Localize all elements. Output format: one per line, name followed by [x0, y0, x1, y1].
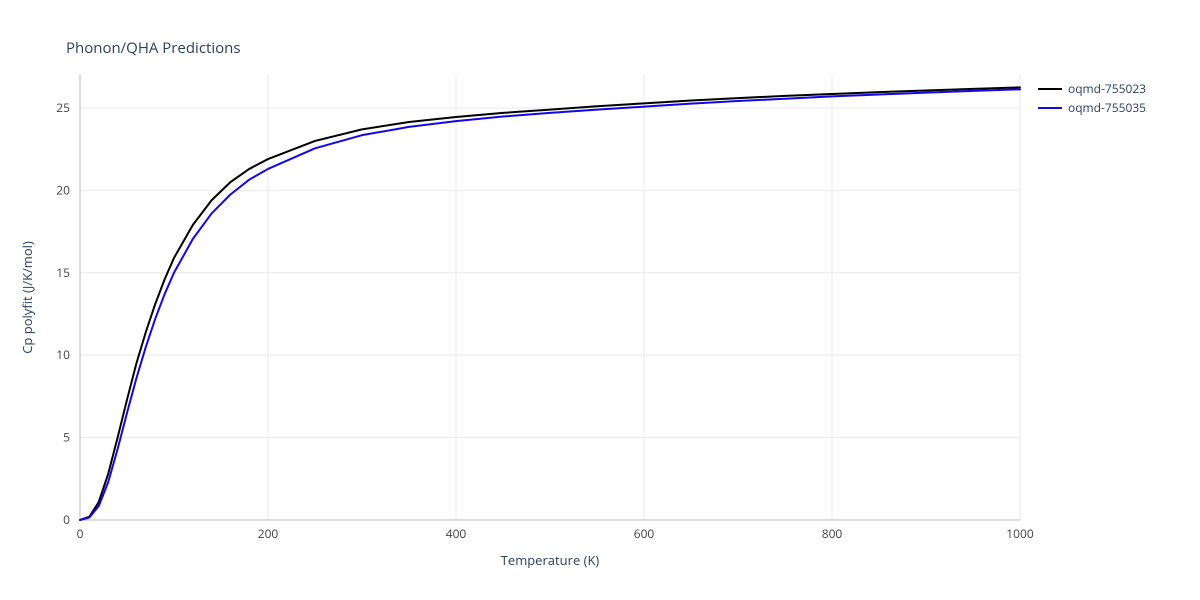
x-tick-label: 600	[634, 525, 655, 542]
y-tick-label: 0	[63, 511, 70, 528]
y-axis-label: Cp polyfit (J/K/mol)	[18, 241, 36, 354]
legend-label: oqmd-755035	[1068, 99, 1146, 116]
x-tick-label: 0	[77, 525, 84, 542]
legend-label: oqmd-755023	[1068, 80, 1146, 97]
legend-swatch	[1038, 88, 1062, 90]
y-tick-label: 20	[56, 181, 70, 198]
y-tick-label: 15	[56, 264, 70, 281]
legend-item-0[interactable]: oqmd-755023	[1038, 80, 1146, 97]
chart-title: Phonon/QHA Predictions	[66, 38, 241, 58]
chart-svg: 0 200 400 600 800 1000 0 5 10 15 20 25 Temperature (…	[0, 0, 1200, 600]
plot-area	[80, 75, 1020, 520]
y-tick-label: 5	[63, 429, 70, 446]
x-axis-label: Temperature (K)	[501, 551, 600, 569]
legend-swatch	[1038, 107, 1062, 109]
x-tick-label: 1000	[1006, 525, 1034, 542]
x-tick-label: 800	[822, 525, 843, 542]
legend-item-1[interactable]: oqmd-755035	[1038, 99, 1146, 116]
y-tick-label: 25	[56, 99, 70, 116]
x-tick-label: 200	[258, 525, 279, 542]
x-tick-label: 400	[446, 525, 467, 542]
y-tick-label: 10	[56, 346, 70, 363]
